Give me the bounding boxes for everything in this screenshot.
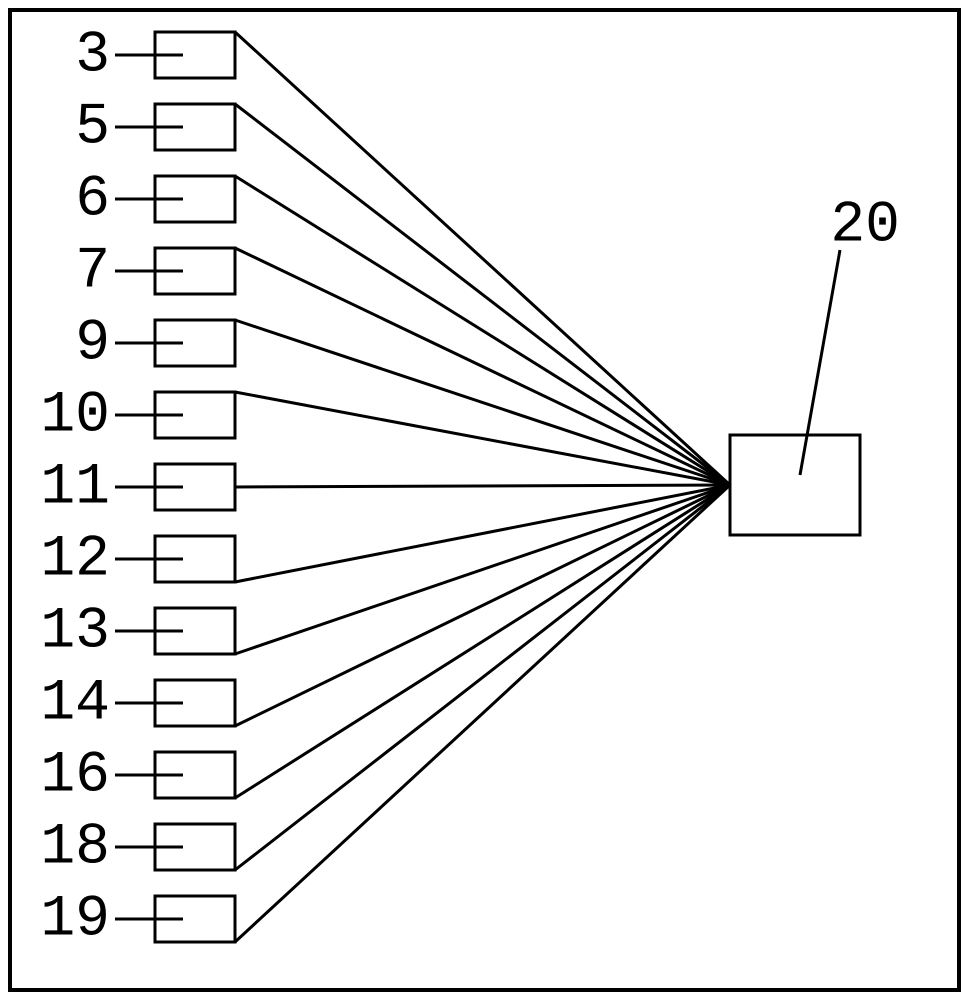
node-label-13: 13 [40,599,110,664]
node-label-5: 5 [75,95,110,160]
node-label-18: 18 [40,815,110,880]
target-box [730,435,860,535]
node-label-9: 9 [75,311,110,376]
edge-9-to-20 [235,320,730,485]
edge-7-to-20 [235,248,730,485]
edge-19-to-20 [235,485,730,942]
node-label-6: 6 [75,167,110,232]
connection-diagram: 3 5 6 7 9 10 11 12 13 14 16 18 19 20 [0,0,969,1000]
edge-5-to-20 [235,104,730,485]
node-label-7: 7 [75,239,110,304]
node-label-11: 11 [40,455,110,520]
target-label: 20 [830,193,900,258]
edge-16-to-20 [235,485,730,798]
node-label-10: 10 [40,383,110,448]
node-label-12: 12 [40,527,110,592]
frame-border [10,10,959,990]
edge-11-to-20 [235,485,730,487]
edge-18-to-20 [235,485,730,870]
node-label-19: 19 [40,887,110,952]
node-label-14: 14 [40,671,110,736]
left-nodes-group: 3 5 6 7 9 10 11 12 13 14 16 18 19 [40,23,730,952]
target-label-lead [800,250,840,475]
node-label-3: 3 [75,23,110,88]
target-node-group: 20 [730,193,900,535]
edge-3-to-20 [235,32,730,485]
edge-13-to-20 [235,485,730,654]
edge-14-to-20 [235,485,730,726]
node-label-16: 16 [40,743,110,808]
